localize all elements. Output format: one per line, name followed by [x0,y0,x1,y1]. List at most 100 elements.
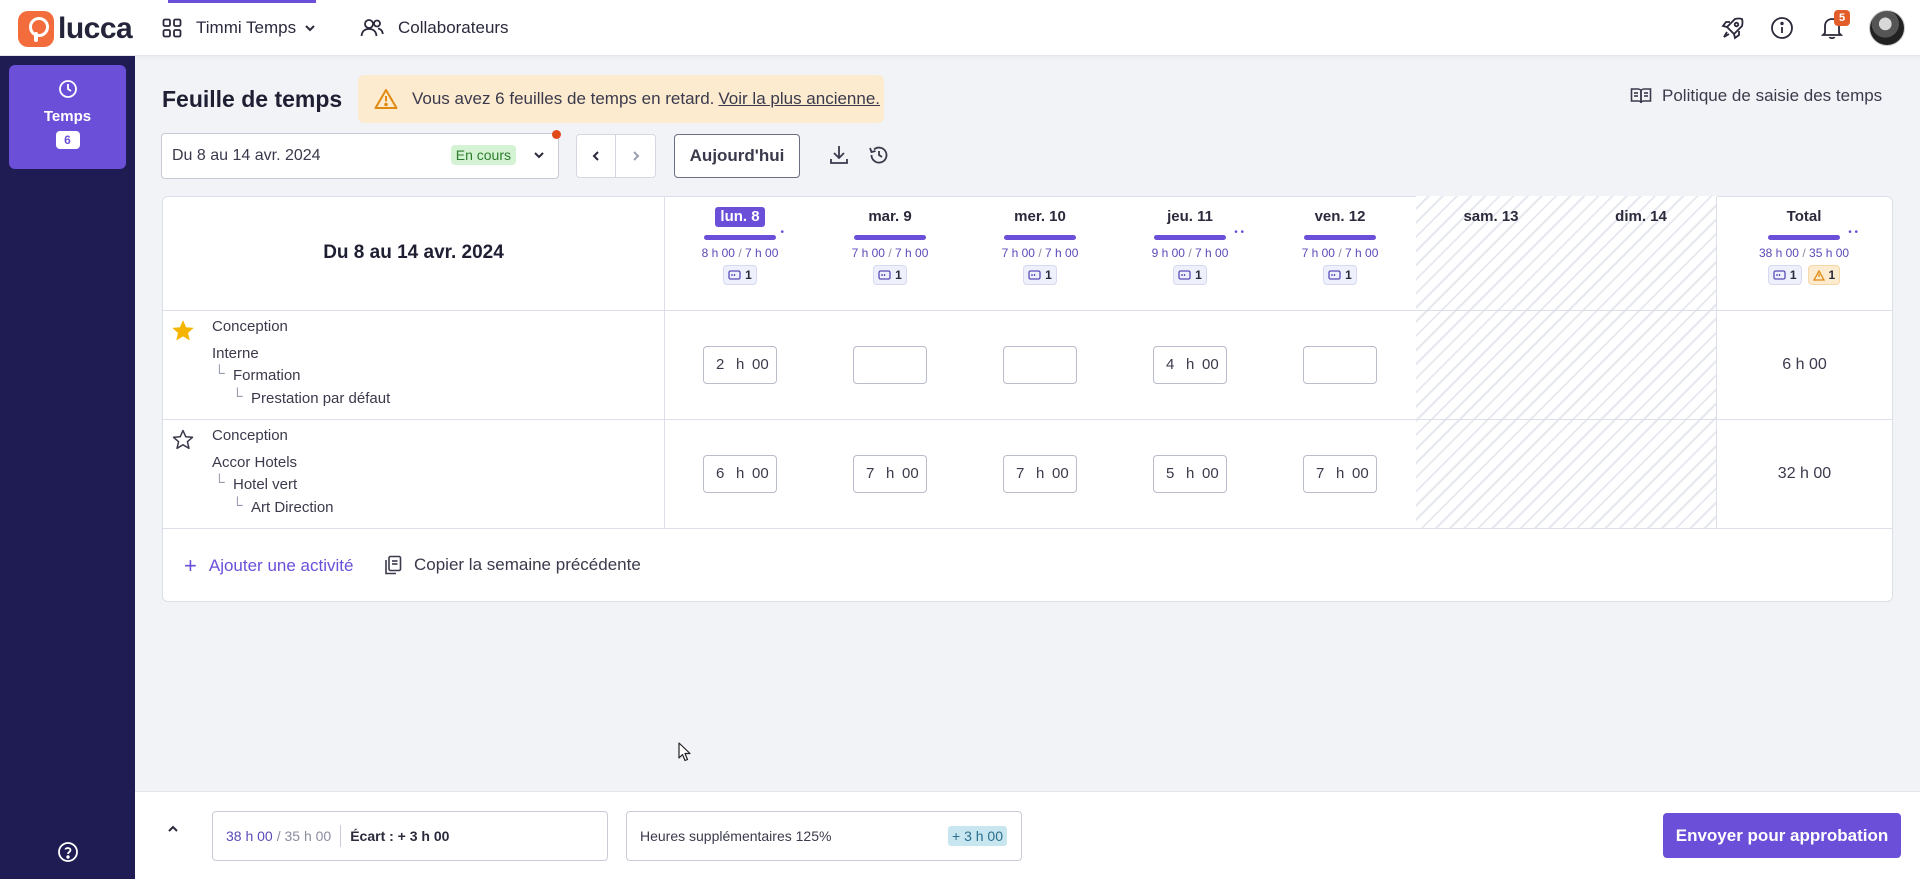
policy-label: Politique de saisie des temps [1662,86,1883,105]
rocket-button[interactable] [1720,14,1746,42]
row-divider [163,419,1892,420]
period-alert-dot [552,130,561,139]
expand-summary-button[interactable] [166,822,180,841]
previous-week-button[interactable] [577,135,617,177]
meal-chip[interactable]: 1 [1323,265,1357,285]
nav-collaborateurs[interactable]: Collaborateurs [360,14,509,42]
day-name: mer. 10 [1014,208,1066,225]
copy-icon [385,555,402,575]
today-button[interactable]: Aujourd'hui [674,134,800,178]
copy-week-label: Copier la semaine précédente [414,555,641,574]
favorite-star-filled[interactable] [172,320,194,347]
time-input-thu[interactable]: 4 h 00 [1153,346,1227,384]
day-progress-bar [1004,235,1076,240]
meal-chip[interactable]: 1 [723,265,757,285]
app-name: Timmi Temps [196,18,297,37]
meal-chip[interactable]: 1 [873,265,907,285]
favorite-star-empty[interactable] [172,429,194,456]
day-hours: 8 h 00 / 7 h 00 [701,246,779,260]
overtime-summary: Heures supplémentaires 125% + 3 h 00 [626,811,1022,861]
meal-voucher-icon [1328,269,1341,280]
logo-text: lucca [58,12,133,45]
day-hours: 7 h 00 / 7 h 00 [1001,246,1079,260]
time-input-mon[interactable]: 6 h 00 [703,455,777,493]
users-icon [360,19,384,37]
time-input-mon[interactable]: 2 h 00 [703,346,777,384]
warning-chip[interactable]: 1 [1807,265,1841,285]
app-switcher[interactable]: Timmi Temps [162,14,316,42]
meal-voucher-icon [1178,269,1191,280]
meal-voucher-icon [1028,269,1041,280]
day-name: ven. 12 [1314,208,1366,225]
day-header-mon: lun. 8 8 h 00 / 7 h 00 1 [665,207,815,285]
tree-connector: └ [232,497,243,514]
expected-hours: / 35 h 00 [276,828,332,844]
time-input-tue[interactable]: 7 h 00 [853,455,927,493]
chevron-right-icon [632,151,639,161]
total-label: Total [1786,208,1822,225]
time-input-fri[interactable]: 7 h 00 [1303,455,1377,493]
star-outline-icon [172,429,194,450]
apps-grid-icon [162,18,182,38]
activity-project: Hotel vert [233,476,298,493]
meal-voucher-icon [728,269,741,280]
user-avatar[interactable] [1869,10,1905,46]
day-header-sun: dim. 14 [1566,207,1716,227]
total-progress-bar [1768,227,1858,240]
time-policy-link[interactable]: Politique de saisie des temps [1630,86,1882,106]
activity-client: Interne [212,345,259,362]
day-progress-bar [854,235,926,240]
time-input-wed[interactable]: 7 h 00 [1003,455,1077,493]
history-button[interactable] [868,144,890,171]
column-divider [664,197,665,528]
time-input-fri[interactable] [1303,346,1377,384]
rocket-icon [1721,17,1744,40]
add-activity-label: Ajouter une activité [208,556,354,575]
star-filled-icon [172,320,194,341]
alert-text: Vous avez 6 feuilles de temps en retard. [412,89,715,108]
overtime-label: Heures supplémentaires 125% [640,828,832,844]
sidebar: Temps 6 [0,56,135,879]
copy-previous-week-button[interactable]: Copier la semaine précédente [384,555,641,575]
day-name: dim. 14 [1615,208,1667,225]
sidebar-item-temps[interactable]: Temps 6 [9,65,126,169]
hours-gap: Écart : + 3 h 00 [350,828,450,844]
lucca-logo-icon [18,11,54,47]
day-hours: 9 h 00 / 7 h 00 [1151,246,1229,260]
current-hours: 38 h 00 [226,828,273,844]
history-icon [869,146,888,164]
time-input-wed[interactable] [1003,346,1077,384]
help-button[interactable] [57,841,79,868]
meal-chip[interactable]: 1 [1173,265,1207,285]
add-activity-button[interactable]: + Ajouter une activité [184,555,353,577]
chevron-down-icon [534,152,544,159]
sidebar-item-label: Temps [43,108,92,125]
time-input-tue[interactable] [853,346,927,384]
time-input-thu[interactable]: 5 h 00 [1153,455,1227,493]
day-header-wed: mer. 10 7 h 00 / 7 h 00 1 [965,207,1115,285]
book-icon [1630,88,1652,104]
day-name: mar. 9 [868,208,912,225]
chevron-up-icon [168,825,178,832]
day-hours: 7 h 00 / 7 h 00 [1301,246,1379,260]
meal-chip[interactable]: 1 [1767,265,1802,285]
hours-summary: 38 h 00 / 35 h 00 Écart : + 3 h 00 [212,811,608,861]
send-for-approval-button[interactable]: Envoyer pour approbation [1663,813,1901,858]
oldest-timesheet-link[interactable]: Voir la plus ancienne. [718,89,881,108]
day-progress-bar [1304,235,1376,240]
info-button[interactable] [1770,14,1794,42]
period-select[interactable]: Du 8 au 14 avr. 2024 En cours [161,133,559,179]
sheet-period-label: Du 8 au 14 avr. 2024 [323,242,504,263]
chevron-left-icon [592,151,599,161]
nav-collab-label: Collaborateurs [398,18,509,37]
meal-chip[interactable]: 1 [1023,265,1057,285]
help-icon [58,842,78,862]
tree-connector: └ [214,474,225,491]
day-header-thu: jeu. 11 9 h 00 / 7 h 00 1 [1115,207,1265,285]
next-week-button[interactable] [616,135,655,177]
meal-voucher-icon [1773,269,1786,280]
activity-client: Accor Hotels [212,454,298,471]
download-button[interactable] [829,144,849,171]
activity-task: Art Direction [251,499,334,516]
lucca-logo[interactable]: lucca [18,11,133,47]
